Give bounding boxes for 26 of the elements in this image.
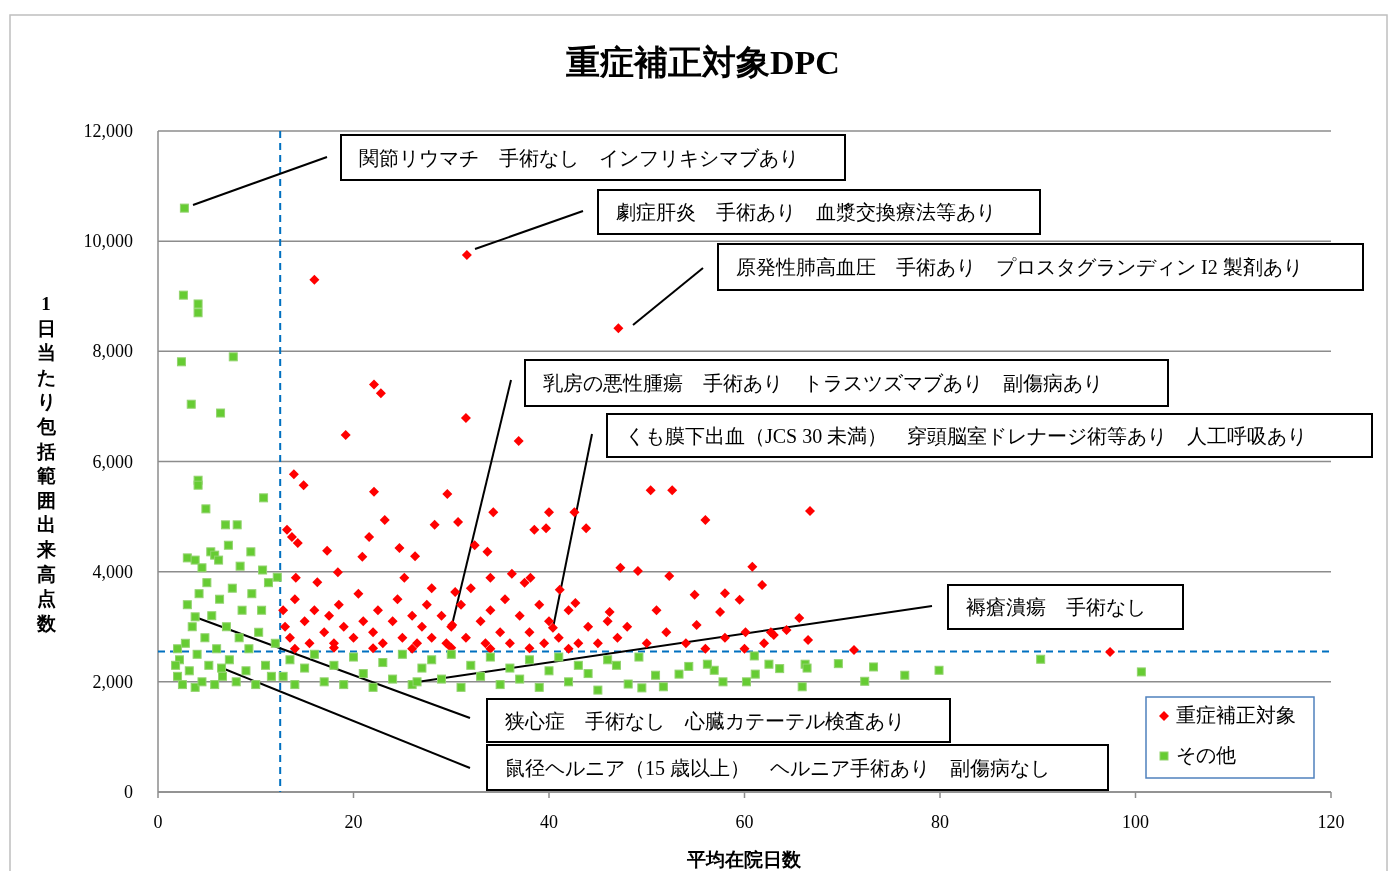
annotation: 乳房の悪性腫瘍 手術あり トラスツズマブあり 副傷病あり (543, 372, 1103, 394)
annotation: 関節リウマチ 手術なし インフリキシマブあり (359, 146, 799, 169)
text: 1日当たり包括範囲出来高点数 (36, 293, 56, 634)
x-tick-label: 80 (931, 812, 949, 832)
x-tick-label: 40 (540, 812, 558, 832)
y-tick-label: 12,000 (83, 121, 133, 141)
y-tick-label: 10,000 (83, 231, 133, 252)
x-tick-label: 120 (1317, 812, 1345, 832)
x-axis-title: 平均在院日数 (686, 849, 802, 870)
legend-label: 重症補正対象 (1176, 704, 1296, 726)
annotation: 褥瘡潰瘍 手術なし (966, 596, 1146, 618)
y-tick-label: 2,000 (92, 671, 133, 692)
legend-label: その他 (1176, 744, 1236, 766)
y-tick-label: 8,000 (92, 341, 133, 362)
y-tick-label: 0 (124, 782, 133, 802)
x-tick-label: 100 (1122, 812, 1149, 832)
x-tick-label: 0 (153, 812, 163, 832)
annotation: 原発性肺高血圧 手術あり プロスタグランディン I2 製剤あり (736, 256, 1303, 278)
annotation: くも膜下出血（JCS 30 未満） 穿頭脳室ドレナージ術等あり 人工呼吸あり (625, 424, 1308, 447)
chart-title: 重症補正対象DPC (566, 44, 840, 81)
annotation: 鼠径ヘルニア（15 歳以上） ヘルニア手術あり 副傷病なし (505, 756, 1050, 779)
x-tick-label: 60 (735, 812, 754, 832)
y-tick-label: 4,000 (92, 561, 133, 582)
x-tick-label: 20 (344, 812, 363, 832)
annotation: 狭心症 手術なし 心臓カテーテル検査あり (505, 709, 905, 732)
y-tick-label: 6,000 (92, 451, 133, 472)
